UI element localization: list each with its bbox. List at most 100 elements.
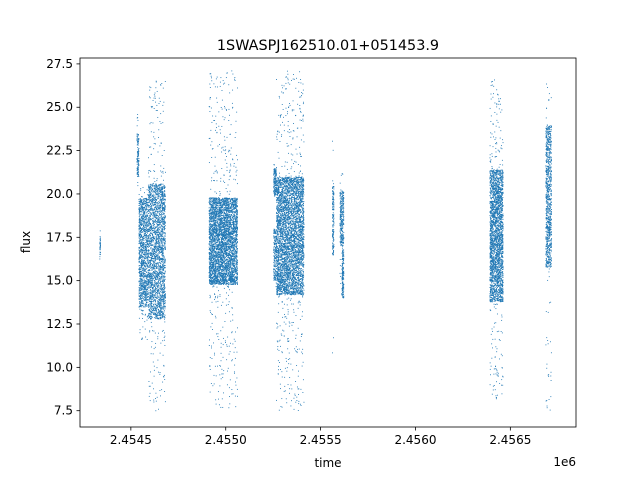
data-point [232, 314, 234, 316]
data-point [143, 242, 145, 243]
data-point [152, 238, 154, 240]
data-point [152, 235, 154, 237]
data-point [153, 209, 155, 211]
data-point [220, 330, 222, 332]
data-point [146, 235, 148, 236]
data-point [155, 342, 157, 344]
data-point [141, 306, 143, 308]
data-point [159, 205, 161, 207]
data-point [154, 264, 156, 265]
data-point [147, 218, 149, 220]
data-point [160, 342, 162, 344]
data-point [161, 217, 163, 219]
data-point [154, 280, 156, 281]
data-point [137, 151, 139, 153]
data-point [155, 307, 157, 309]
data-point [151, 214, 153, 216]
data-point [149, 312, 151, 314]
data-point [163, 194, 165, 196]
data-point [223, 392, 224, 394]
data-point [153, 236, 154, 238]
data-point [161, 235, 163, 236]
data-point [154, 271, 156, 273]
data-point [139, 203, 141, 205]
data-point [155, 398, 156, 400]
data-point [161, 330, 163, 332]
data-point [148, 187, 150, 189]
data-point [150, 274, 152, 276]
data-point [155, 260, 156, 262]
data-point [147, 293, 149, 295]
data-point [140, 211, 142, 213]
data-point [149, 244, 151, 246]
data-point [153, 94, 155, 96]
data-point [141, 265, 143, 266]
data-point [231, 70, 233, 72]
data-point [144, 284, 146, 286]
data-point [138, 198, 140, 200]
data-point [147, 202, 149, 203]
data-point [163, 313, 164, 315]
data-point [149, 209, 151, 211]
data-point [143, 306, 145, 308]
data-point [149, 269, 150, 271]
data-point [162, 287, 164, 289]
data-point [156, 315, 158, 317]
data-point [142, 281, 144, 283]
data-point [153, 240, 154, 242]
data-point [159, 298, 161, 300]
data-point [152, 272, 154, 274]
data-point [161, 259, 163, 261]
data-point [155, 192, 156, 194]
data-point [163, 318, 165, 320]
data-point [163, 222, 165, 224]
data-point [160, 282, 161, 284]
data-point [141, 216, 143, 217]
data-point [163, 273, 165, 275]
data-point [158, 189, 160, 191]
data-point [145, 219, 147, 221]
data-point [143, 292, 145, 294]
data-point [143, 261, 145, 263]
data-point [150, 318, 152, 320]
data-point [136, 136, 138, 137]
data-point [139, 210, 141, 212]
data-point [99, 242, 101, 244]
data-point [147, 283, 149, 285]
data-point [148, 187, 150, 188]
data-point [144, 275, 146, 276]
data-point [160, 170, 162, 172]
data-point [149, 269, 151, 271]
data-point [152, 303, 154, 305]
data-point [146, 208, 148, 210]
data-point [143, 296, 145, 298]
data-point [148, 269, 150, 271]
data-point [149, 183, 151, 185]
data-point [163, 299, 165, 300]
data-point [154, 312, 156, 314]
data-point [153, 249, 155, 251]
data-point [154, 232, 156, 234]
data-point [147, 285, 149, 287]
data-point [142, 258, 144, 260]
data-point [137, 160, 138, 161]
data-point [164, 217, 166, 218]
data-point [153, 202, 155, 204]
data-point [220, 180, 222, 182]
data-point [150, 233, 152, 235]
data-point [149, 256, 150, 258]
data-point [164, 378, 166, 380]
data-point [146, 252, 148, 254]
data-point [216, 251, 218, 253]
data-point [164, 205, 166, 207]
data-point [148, 283, 150, 285]
data-point [138, 154, 140, 156]
data-point [141, 230, 142, 232]
data-point [154, 95, 156, 97]
data-point [145, 198, 147, 200]
data-point [145, 287, 147, 289]
data-point [161, 254, 163, 256]
data-point [142, 267, 144, 269]
data-point [159, 100, 161, 102]
data-point [143, 287, 145, 289]
